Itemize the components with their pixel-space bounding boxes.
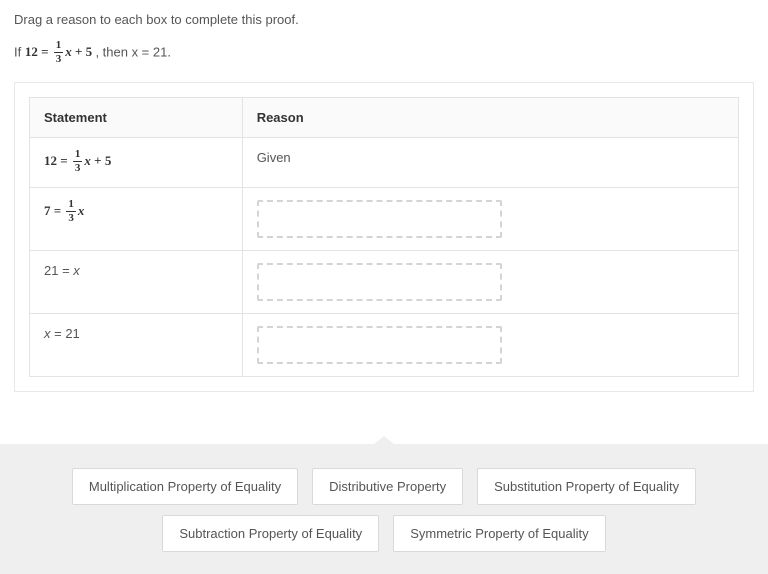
statement-cell: 7 = 13x — [30, 188, 243, 251]
frac-num: 1 — [54, 40, 64, 53]
reason-cell — [242, 188, 738, 251]
proof-table: Statement Reason 12 = 13x + 5 Given — [29, 97, 739, 377]
table-row: 21 = x — [30, 251, 739, 314]
statement-cell: 12 = 13x + 5 — [30, 138, 243, 188]
reason-cell — [242, 314, 738, 377]
hypothesis-equation: 12 = 13x + 5 — [25, 44, 96, 59]
chip-subtraction-property[interactable]: Subtraction Property of Equality — [162, 515, 379, 552]
tray-notch-icon — [374, 436, 394, 444]
eq-var: x — [78, 203, 85, 218]
frac-den: 3 — [73, 162, 83, 174]
eq-sign: = — [38, 44, 52, 59]
frac-num: 1 — [73, 149, 83, 162]
chip-symmetric-property[interactable]: Symmetric Property of Equality — [393, 515, 605, 552]
frac-den: 3 — [54, 53, 64, 65]
eq-lhs: 12 — [44, 153, 57, 168]
reason-dropzone[interactable] — [257, 200, 502, 238]
reason-dropzone[interactable] — [257, 326, 502, 364]
statement-text: 21 = x — [44, 263, 80, 278]
fraction: 13 — [54, 40, 64, 65]
table-row: 7 = 13x — [30, 188, 739, 251]
header-reason: Reason — [242, 98, 738, 138]
chip-multiplication-property[interactable]: Multiplication Property of Equality — [72, 468, 298, 505]
statement-equation: 7 = 13x — [44, 203, 84, 218]
hypothesis-suffix: , then x = 21. — [95, 44, 171, 59]
eq-tail: + 5 — [91, 153, 111, 168]
chip-distributive-property[interactable]: Distributive Property — [312, 468, 463, 505]
table-row: 12 = 13x + 5 Given — [30, 138, 739, 188]
answer-tray: Multiplication Property of Equality Dist… — [0, 444, 768, 574]
hypothesis-prefix: If — [14, 44, 25, 59]
statement-cell: 21 = x — [30, 251, 243, 314]
frac-den: 3 — [66, 212, 76, 224]
table-row: x = 21 — [30, 314, 739, 377]
reason-cell-given: Given — [242, 138, 738, 188]
reason-cell — [242, 251, 738, 314]
statement-equation: 12 = 13x + 5 — [44, 153, 111, 168]
table-header-row: Statement Reason — [30, 98, 739, 138]
chip-row: Multiplication Property of Equality Dist… — [30, 468, 738, 552]
chip-substitution-property[interactable]: Substitution Property of Equality — [477, 468, 696, 505]
eq-lhs: 12 — [25, 44, 38, 59]
eq-sign: = — [57, 153, 71, 168]
eq-sign: = — [51, 203, 65, 218]
instruction-text: Drag a reason to each box to complete th… — [14, 12, 754, 27]
reason-dropzone[interactable] — [257, 263, 502, 301]
frac-num: 1 — [66, 199, 76, 212]
header-statement: Statement — [30, 98, 243, 138]
statement-cell: x = 21 — [30, 314, 243, 377]
statement-text: x = 21 — [44, 326, 80, 341]
fraction: 13 — [66, 199, 76, 224]
fraction: 13 — [73, 149, 83, 174]
hypothesis-text: If 12 = 13x + 5 , then x = 21. — [14, 41, 754, 66]
eq-tail: + 5 — [72, 44, 92, 59]
proof-panel: Statement Reason 12 = 13x + 5 Given — [14, 82, 754, 392]
